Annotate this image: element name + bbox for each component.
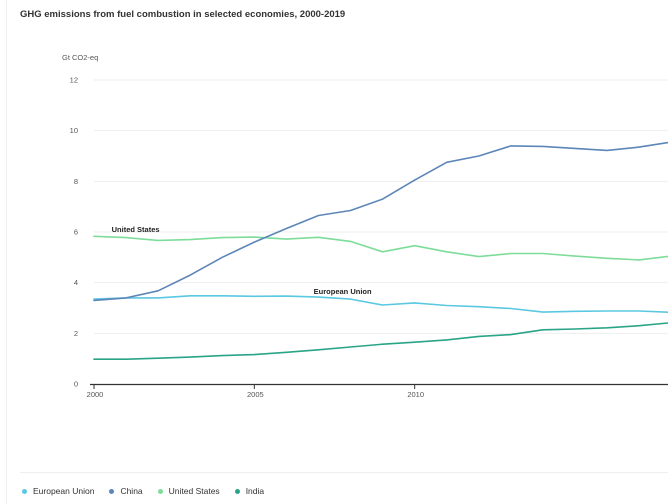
legend-swatch <box>234 488 240 494</box>
x-tick-label: 2005 <box>247 390 264 399</box>
x-axis: 2000 2005 2010 <box>87 383 668 399</box>
legend-swatch <box>157 488 163 494</box>
gridlines <box>94 79 668 334</box>
x-tick-label: 2000 <box>87 390 104 399</box>
y-tick-label: 2 <box>74 329 78 338</box>
legend-item-united-states[interactable]: United States <box>157 486 220 496</box>
series-line-united-states[interactable] <box>93 235 668 261</box>
annotation-label: European Union <box>314 287 372 296</box>
y-axis-label: Gt CO2-eq <box>62 53 98 62</box>
x-tick-label: 2010 <box>407 390 424 399</box>
series-line-european-union[interactable] <box>93 294 668 315</box>
legend-swatch <box>22 488 27 494</box>
legend-item-european-union[interactable]: European Union <box>22 486 94 496</box>
y-tick-label: 10 <box>70 126 78 135</box>
legend-item-india[interactable]: India <box>234 486 265 496</box>
legend: European Union China United States India <box>22 484 279 498</box>
y-tick-label: 8 <box>74 177 78 186</box>
panel-divider <box>6 0 7 504</box>
y-tick-label: 4 <box>74 278 78 287</box>
y-tick-label: 0 <box>74 380 78 389</box>
legend-swatch <box>109 488 115 494</box>
legend-item-china[interactable]: China <box>109 486 143 496</box>
y-tick-label: 12 <box>70 76 78 85</box>
y-tick-label: 6 <box>74 228 78 237</box>
y-axis-ticks: 0 2 4 6 8 10 12 <box>70 76 78 389</box>
legend-label: India <box>245 486 265 496</box>
legend-label: China <box>120 486 143 496</box>
annotation-label: United States <box>112 225 160 234</box>
legend-label: European Union <box>33 486 95 496</box>
legend-label: United States <box>168 486 220 496</box>
chart-title: GHG emissions from fuel combustion in se… <box>20 9 346 20</box>
series-line-india[interactable] <box>93 322 668 361</box>
series-line-china[interactable] <box>93 137 668 302</box>
annotations: United States European Union <box>112 225 372 296</box>
series-lines <box>93 137 668 361</box>
legend-divider <box>20 472 668 473</box>
